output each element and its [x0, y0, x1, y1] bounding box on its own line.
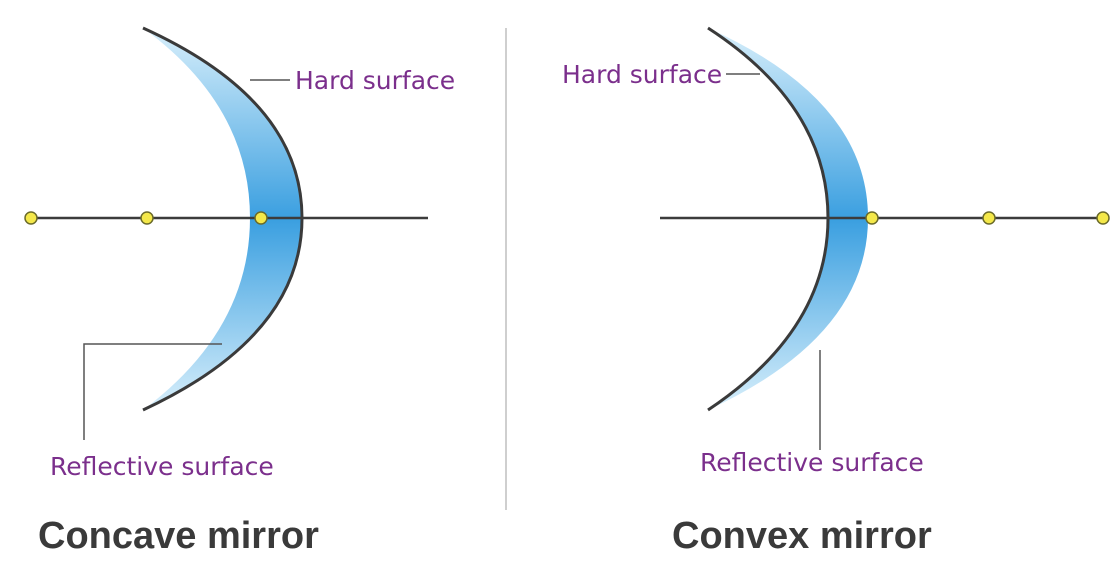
convex-hard-surface-label: Hard surface	[562, 60, 722, 89]
concave-center-of-curvature-point	[24, 211, 38, 225]
concave-pole-point	[254, 211, 268, 225]
concave-mirror-panel: Hard surface Reflective surface Concave …	[24, 26, 455, 557]
concave-focal-point	[140, 211, 154, 225]
convex-mirror-panel: Hard surface Reflective surface Convex m…	[562, 26, 1110, 557]
concave-hard-surface-label: Hard surface	[295, 66, 455, 95]
convex-reflective-surface-label: Reflective surface	[700, 448, 924, 477]
convex-mirror-lens	[708, 28, 868, 410]
concave-reflective-surface-label: Reflective surface	[50, 452, 274, 481]
concave-mirror-lens	[143, 28, 302, 410]
convex-center-of-curvature-point	[1096, 211, 1110, 225]
convex-focal-point	[982, 211, 996, 225]
concave-reflective-surface-leader	[83, 343, 222, 440]
convex-mirror-title: Convex mirror	[672, 515, 932, 557]
concave-mirror-title: Concave mirror	[38, 515, 319, 557]
convex-pole-point	[865, 211, 879, 225]
